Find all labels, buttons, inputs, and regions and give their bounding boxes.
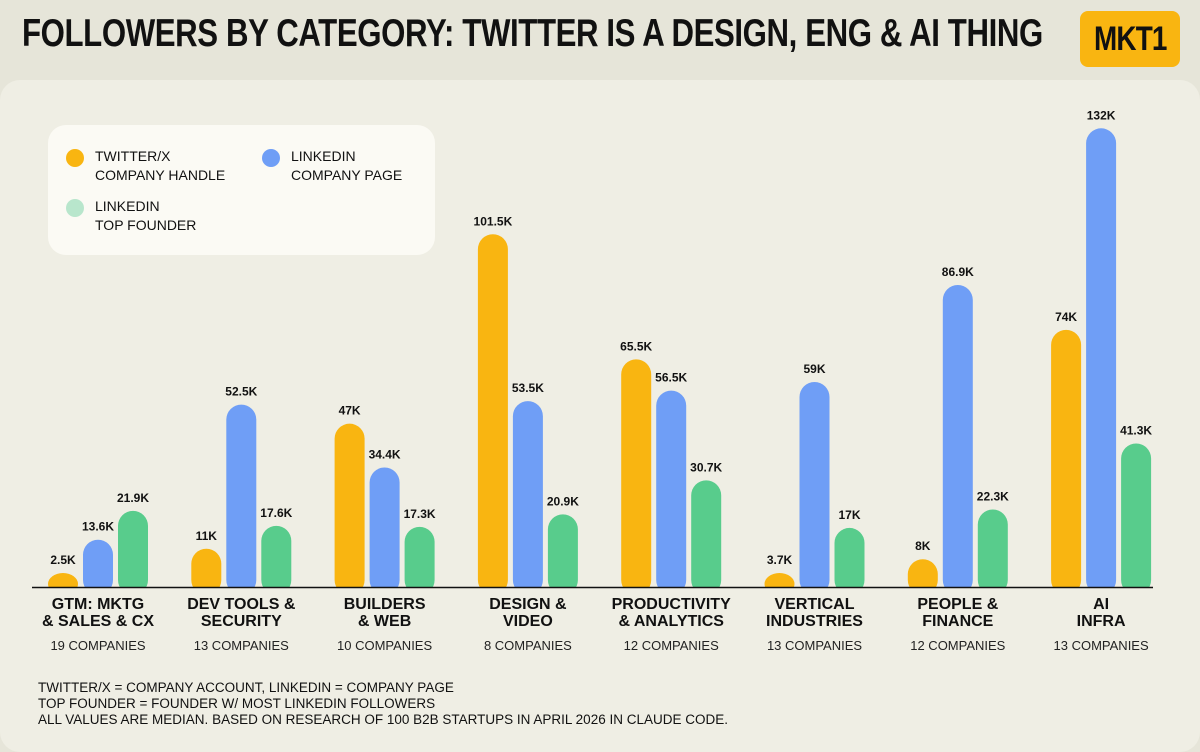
data-label: 17.3K bbox=[404, 507, 436, 521]
bar-linkedin-page bbox=[656, 390, 687, 595]
bar-linkedin-founder bbox=[547, 514, 578, 595]
legend-item-linkedin-page: LINKEDIN COMPANY PAGE bbox=[262, 147, 402, 185]
category-company-count: 13 COMPANIES bbox=[766, 638, 863, 653]
category-tick-label: DESIGN & VIDEO bbox=[489, 596, 567, 630]
data-label: 59K bbox=[803, 362, 825, 376]
data-label: 41.3K bbox=[1120, 423, 1152, 437]
bar-linkedin-founder bbox=[834, 527, 865, 595]
bar-twitter bbox=[621, 359, 652, 595]
mkt1-logo: MKT1 bbox=[1080, 11, 1180, 67]
category-company-count: 10 COMPANIES bbox=[337, 638, 433, 653]
data-label: 22.3K bbox=[977, 490, 1009, 504]
category-company-count: 13 COMPANIES bbox=[193, 638, 289, 653]
bar-linkedin-founder bbox=[1121, 443, 1152, 595]
bar-linkedin-page bbox=[369, 467, 400, 595]
footnote-line: ALL VALUES ARE MEDIAN. BASED ON RESEARCH… bbox=[38, 712, 728, 727]
data-label: 11K bbox=[196, 529, 218, 543]
category-tick-label: DEV TOOLS & SECURITY bbox=[187, 596, 296, 630]
baseline-mask bbox=[20, 588, 1160, 598]
data-label: 17K bbox=[838, 508, 860, 522]
title-bar: FOLLOWERS BY CATEGORY: TWITTER IS A DESI… bbox=[0, 0, 1200, 78]
legend-label-linkedin-page: LINKEDIN COMPANY PAGE bbox=[291, 148, 403, 183]
data-label: 34.4K bbox=[369, 447, 401, 461]
footnotes: TWITTER/X = COMPANY ACCOUNT, LINKEDIN = … bbox=[38, 680, 728, 728]
legend-item-twitter: TWITTER/X COMPANY HANDLE bbox=[66, 147, 225, 185]
category-company-count: 12 COMPANIES bbox=[910, 638, 1006, 653]
data-label: 132K bbox=[1087, 108, 1116, 122]
bar-twitter bbox=[477, 234, 508, 595]
bar-linkedin-page bbox=[226, 404, 257, 595]
data-label: 21.9K bbox=[117, 491, 149, 505]
bar-linkedin-founder bbox=[977, 509, 1008, 595]
data-label: 101.5K bbox=[474, 214, 513, 228]
data-label: 3.7K bbox=[767, 553, 793, 567]
footnote-line: TOP FOUNDER = FOUNDER W/ MOST LINKEDIN F… bbox=[38, 696, 436, 711]
data-label: 8K bbox=[915, 539, 931, 553]
legend-label-twitter: TWITTER/X COMPANY HANDLE bbox=[95, 148, 226, 183]
bar-linkedin-founder bbox=[261, 525, 292, 595]
bar-twitter bbox=[1051, 329, 1082, 595]
bar-linkedin-founder bbox=[404, 526, 435, 595]
bar-linkedin-page bbox=[942, 285, 973, 595]
legend-item-linkedin-founder: LINKEDIN TOP FOUNDER bbox=[66, 197, 196, 235]
category-tick-label: GTM: MKTG & SALES & CX bbox=[41, 596, 154, 630]
data-label: 53.5K bbox=[512, 381, 544, 395]
data-label: 20.9K bbox=[547, 494, 579, 508]
bar-linkedin-page bbox=[512, 401, 543, 595]
data-label: 30.7K bbox=[690, 460, 722, 474]
data-label: 17.6K bbox=[260, 506, 292, 520]
bar-linkedin-page bbox=[1086, 128, 1117, 596]
category-tick-label: PRODUCTIVITY & ANALYTICS bbox=[611, 596, 731, 630]
category-tick-label: VERTICAL INDUSTRIES bbox=[766, 596, 863, 630]
chart-legend: TWITTER/X COMPANY HANDLE LINKEDIN COMPAN… bbox=[48, 125, 435, 255]
category-company-count: 12 COMPANIES bbox=[623, 638, 719, 653]
page-title: FOLLOWERS BY CATEGORY: TWITTER IS A DESI… bbox=[22, 12, 1043, 55]
legend-swatch-linkedin-founder bbox=[66, 199, 84, 217]
bar-twitter bbox=[334, 423, 365, 595]
category-tick-label: BUILDERS & WEB bbox=[343, 596, 426, 630]
category-tick-label: PEOPLE & FINANCE bbox=[917, 596, 999, 630]
logo-text: MKT1 bbox=[1093, 19, 1167, 58]
data-label: 13.6K bbox=[82, 520, 114, 534]
legend-swatch-twitter bbox=[66, 149, 84, 167]
category-company-count: 13 COMPANIES bbox=[1053, 638, 1149, 653]
category-tick-label: AI INFRA bbox=[1076, 596, 1126, 630]
bar-linkedin-page bbox=[83, 539, 113, 595]
bar-twitter bbox=[907, 559, 938, 595]
legend-label-linkedin-founder: LINKEDIN TOP FOUNDER bbox=[95, 198, 197, 233]
category-company-count: 19 COMPANIES bbox=[50, 638, 146, 653]
legend-swatch-linkedin-page bbox=[262, 149, 280, 167]
data-label: 74K bbox=[1055, 310, 1077, 324]
data-label: 56.5K bbox=[655, 371, 687, 385]
bar-linkedin-page bbox=[799, 381, 830, 595]
category-company-count: 8 COMPANIES bbox=[483, 638, 572, 653]
bar-linkedin-founder bbox=[118, 510, 148, 595]
data-label: 86.9K bbox=[942, 265, 974, 279]
footnote-line: TWITTER/X = COMPANY ACCOUNT, LINKEDIN = … bbox=[38, 680, 454, 695]
data-label: 2.5K bbox=[50, 553, 76, 567]
bar-linkedin-founder bbox=[691, 480, 722, 595]
data-label: 47K bbox=[339, 404, 361, 418]
bar-twitter bbox=[191, 548, 222, 595]
data-label: 52.5K bbox=[225, 385, 257, 399]
data-label: 65.5K bbox=[620, 339, 652, 353]
